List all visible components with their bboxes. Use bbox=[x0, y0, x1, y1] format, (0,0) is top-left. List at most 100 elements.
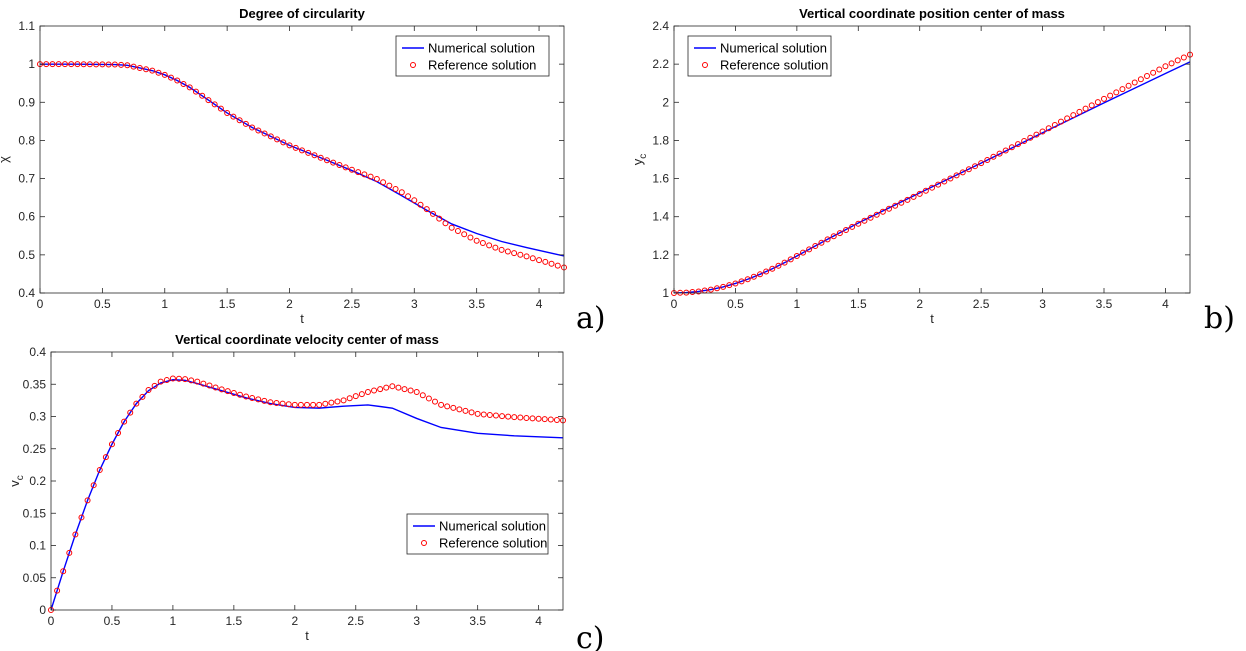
reference-point bbox=[200, 380, 207, 387]
reference-point bbox=[423, 206, 430, 213]
reference-point bbox=[462, 407, 469, 414]
reference-point bbox=[492, 412, 499, 419]
reference-point bbox=[517, 414, 524, 421]
reference-point bbox=[812, 243, 819, 250]
reference-point bbox=[873, 211, 880, 218]
reference-point bbox=[732, 280, 739, 287]
reference-point bbox=[61, 61, 68, 68]
reference-point bbox=[286, 142, 293, 149]
x-tick-label: 1.5 bbox=[850, 297, 867, 311]
reference-point bbox=[168, 74, 174, 81]
reference-point bbox=[243, 393, 250, 400]
reference-point bbox=[996, 150, 1003, 157]
reference-point bbox=[149, 67, 156, 74]
y-tick-label: 1 bbox=[662, 286, 669, 300]
reference-point bbox=[787, 256, 794, 263]
reference-point bbox=[383, 384, 390, 391]
reference-point bbox=[118, 61, 125, 68]
reference-point bbox=[922, 187, 929, 194]
reference-point bbox=[145, 387, 152, 394]
legend-marker-swatch bbox=[702, 62, 708, 68]
panel-letter: a) bbox=[576, 301, 606, 336]
chart-title: Degree of circularity bbox=[239, 6, 365, 21]
reference-point bbox=[444, 403, 451, 410]
reference-point bbox=[299, 147, 305, 154]
legend: Numerical solution Reference solution bbox=[687, 35, 832, 77]
reference-point bbox=[401, 386, 408, 393]
reference-point bbox=[432, 398, 438, 405]
reference-point bbox=[419, 392, 426, 399]
reference-point bbox=[174, 77, 181, 84]
reference-point bbox=[395, 384, 402, 391]
reference-point bbox=[285, 401, 292, 408]
reference-point bbox=[115, 429, 122, 436]
x-tick-label: 3.5 bbox=[1096, 297, 1113, 311]
reference-point bbox=[935, 181, 942, 188]
reference-point bbox=[417, 201, 424, 208]
chart-title: Vertical coordinate velocity center of m… bbox=[175, 332, 439, 347]
reference-point bbox=[910, 193, 917, 200]
reference-point bbox=[468, 409, 475, 416]
reference-point bbox=[450, 404, 457, 411]
reference-point bbox=[328, 399, 335, 406]
reference-point bbox=[473, 237, 480, 244]
reference-point bbox=[151, 382, 158, 389]
reference-point bbox=[78, 514, 85, 521]
legend-label-reference: Reference solution bbox=[439, 536, 547, 551]
reference-point bbox=[744, 276, 751, 283]
x-tick-label: 0 bbox=[48, 614, 55, 628]
reference-point bbox=[438, 401, 445, 408]
x-tick-label: 0.5 bbox=[104, 614, 121, 628]
reference-point bbox=[192, 88, 199, 95]
reference-point bbox=[261, 397, 268, 404]
reference-point bbox=[1008, 144, 1015, 151]
reference-point bbox=[186, 84, 193, 91]
reference-point bbox=[310, 401, 317, 408]
x-tick-label: 0.5 bbox=[94, 297, 111, 311]
reference-point bbox=[953, 172, 960, 179]
reference-point bbox=[230, 113, 237, 120]
x-tick-label: 0 bbox=[671, 297, 678, 311]
reference-point bbox=[55, 61, 62, 68]
y-tick-label: 0.5 bbox=[18, 248, 35, 262]
reference-point bbox=[904, 196, 911, 203]
reference-point bbox=[886, 205, 892, 212]
reference-point bbox=[781, 259, 788, 266]
reference-point bbox=[121, 418, 128, 425]
reference-point bbox=[824, 236, 831, 243]
x-tick-label: 2.5 bbox=[347, 614, 364, 628]
reference-point bbox=[553, 416, 560, 423]
reference-point bbox=[990, 153, 997, 160]
reference-point bbox=[80, 61, 87, 68]
reference-point bbox=[194, 378, 201, 385]
reference-point bbox=[1021, 137, 1028, 144]
reference-point bbox=[205, 97, 212, 104]
reference-point bbox=[261, 130, 268, 137]
reference-point bbox=[217, 105, 224, 112]
reference-point bbox=[242, 120, 249, 127]
reference-point bbox=[236, 391, 243, 398]
reference-point bbox=[105, 61, 112, 68]
reference-point bbox=[236, 117, 243, 124]
axes-box bbox=[39, 25, 565, 294]
reference-point bbox=[267, 133, 274, 140]
y-axis-label: vc bbox=[7, 475, 26, 487]
reference-point bbox=[1150, 69, 1157, 76]
x-tick-label: 2 bbox=[286, 297, 293, 311]
reference-point bbox=[793, 253, 800, 259]
reference-point bbox=[929, 184, 935, 191]
panel-b: 0 0.5 1 1.5 2 2.5 3 3.5 4 1 1.2 1.4 1.6 1.8 2 2.2 2.4 Ver… bbox=[630, 6, 1235, 336]
legend-label-numerical: Numerical solution bbox=[439, 519, 546, 534]
panel-a: 0 0.5 1 1.5 2 2.5 3 3.5 4 0.4 0.5 0.6 0.7 0.8 0.9 1 1.1 D… bbox=[0, 6, 606, 336]
reference-point bbox=[74, 61, 81, 68]
reference-point bbox=[474, 410, 481, 417]
reference-point bbox=[291, 401, 298, 408]
x-axis-label: t bbox=[305, 628, 309, 643]
reference-point bbox=[430, 210, 436, 217]
reference-point bbox=[352, 393, 359, 400]
reference-point bbox=[492, 244, 499, 251]
reference-point bbox=[249, 124, 256, 131]
reference-point bbox=[1033, 131, 1040, 138]
reference-point bbox=[161, 71, 168, 78]
legend-label-reference: Reference solution bbox=[428, 58, 536, 73]
